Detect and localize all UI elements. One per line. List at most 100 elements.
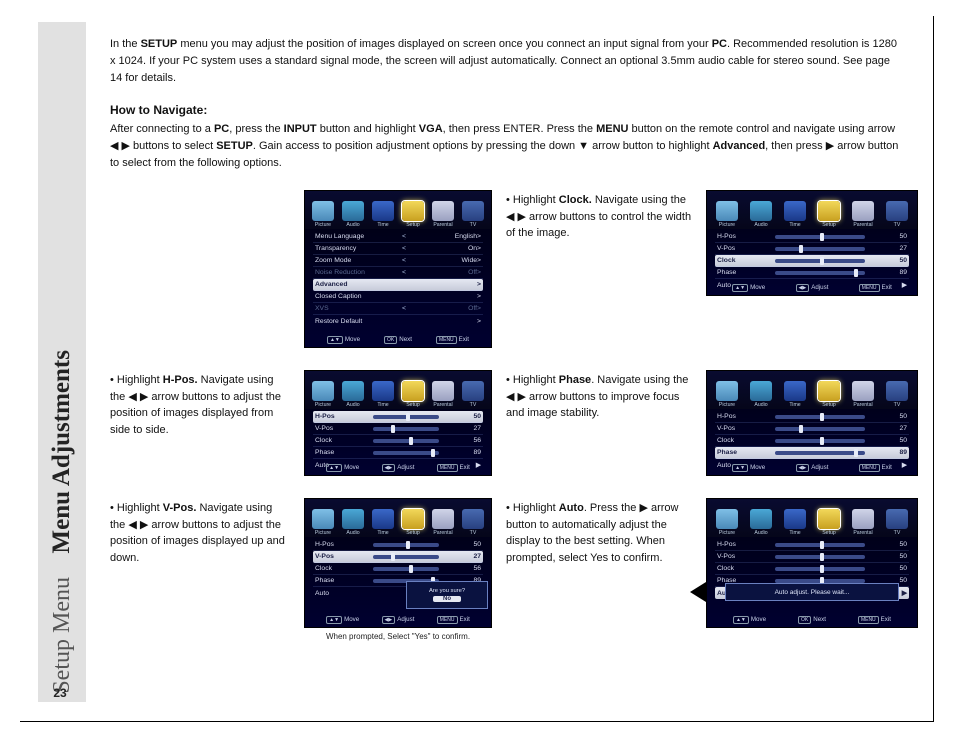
row-phase: Phase89: [313, 447, 483, 459]
osd-footer: ▲▼Move ◀▶Adjust MENUExit: [305, 461, 491, 473]
row-hpos: H-Pos50: [715, 411, 909, 423]
row-clock: Clock50: [715, 563, 909, 575]
tab-time: Time: [779, 503, 811, 537]
tab-tv: TV: [459, 375, 487, 409]
tab-picture: Picture: [711, 503, 743, 537]
osd-tabs: Picture Audio Time Setup Parental TV: [305, 499, 491, 537]
osd-vpos-wrapper: Picture Audio Time Setup Parental TV H-P…: [304, 498, 492, 641]
tab-parental: Parental: [429, 375, 457, 409]
tab-audio: Audio: [745, 375, 777, 409]
intro-paragraph: In the SETUP menu you may adjust the pos…: [110, 36, 924, 87]
osd-vpos: Picture Audio Time Setup Parental TV H-P…: [304, 498, 492, 628]
sidebar: Menu Adjustments Setup Menu: [38, 22, 86, 702]
osd-tabs: Picture Audio Time Setup Parental TV: [305, 371, 491, 409]
osd-setup-menu: Picture Audio Time Setup Parental TV Men…: [304, 190, 492, 348]
osd-clock: Picture Audio Time Setup Parental TV H-P…: [706, 190, 918, 296]
row-vpos: V-Pos27: [715, 243, 909, 255]
osd-tabs: Picture Audio Time Setup Parental TV: [305, 191, 491, 229]
navigate-paragraph: After connecting to a PC, press the INPU…: [110, 121, 924, 172]
tab-time: Time: [779, 195, 811, 229]
tab-setup: Setup: [399, 503, 427, 537]
row-phase: Phase89: [715, 447, 909, 459]
row-closed-caption: Closed Caption>: [313, 291, 483, 303]
tab-setup: Setup: [813, 503, 845, 537]
tab-parental: Parental: [847, 503, 879, 537]
osd-tabs: Picture Audio Time Setup Parental TV: [707, 371, 917, 409]
tab-setup: Setup: [399, 375, 427, 409]
row-restore-default: Restore Default>: [313, 315, 483, 327]
osd-tabs: Picture Audio Time Setup Parental TV: [707, 499, 917, 537]
confirm-prompt: Are you sure? No: [406, 581, 488, 609]
osd-footer: ▲▼Move ◀▶Adjust MENUExit: [707, 461, 917, 473]
osd-setup-rows: Menu Language<English> Transparency<On> …: [305, 229, 491, 329]
row-hpos: H-Pos50: [715, 539, 909, 551]
how-to-navigate-heading: How to Navigate:: [110, 103, 924, 117]
osd-footer: ▲▼Move ◀▶Adjust MENUExit: [707, 281, 917, 293]
tab-tv: TV: [881, 195, 913, 229]
row-hpos: H-Pos50: [715, 231, 909, 243]
row-clock: Clock56: [313, 563, 483, 575]
row-zoom-mode: Zoom Mode<Wide>: [313, 255, 483, 267]
row-phase: Phase89: [715, 267, 909, 279]
desc-clock: • Highlight Clock. Navigate using the ◀ …: [506, 190, 692, 348]
row-noise-reduction: Noise Reduction<Off>: [313, 267, 483, 279]
prompt-caption: When prompted, Select "Yes" to confirm.: [304, 632, 492, 641]
row-menu-language: Menu Language<English>: [313, 231, 483, 243]
desc-hpos: • Highlight H-Pos. Navigate using the ◀ …: [110, 370, 290, 476]
tab-tv: TV: [881, 503, 913, 537]
prompt-answer: No: [433, 596, 461, 602]
sidebar-title-menu-adjustments: Menu Adjustments: [48, 350, 76, 554]
tab-time: Time: [369, 503, 397, 537]
tab-audio: Audio: [339, 195, 367, 229]
slider-phase: [775, 271, 865, 275]
tab-picture: Picture: [309, 195, 337, 229]
tab-tv: TV: [881, 375, 913, 409]
tab-picture: Picture: [309, 375, 337, 409]
sidebar-title-setup-menu: Setup Menu: [49, 577, 76, 694]
slider-clock: [775, 259, 865, 263]
tab-audio: Audio: [745, 503, 777, 537]
tab-setup: Setup: [399, 195, 427, 229]
row-hpos: H-Pos50: [313, 539, 483, 551]
row-advanced: Advanced>: [313, 279, 483, 291]
tab-time: Time: [369, 375, 397, 409]
tab-picture: Picture: [309, 503, 337, 537]
osd-hpos: Picture Audio Time Setup Parental TV H-P…: [304, 370, 492, 476]
content: In the SETUP menu you may adjust the pos…: [110, 36, 924, 641]
tab-parental: Parental: [429, 195, 457, 229]
tab-picture: Picture: [711, 375, 743, 409]
row-clock: Clock56: [313, 435, 483, 447]
tab-setup: Setup: [813, 375, 845, 409]
osd-tabs: Picture Audio Time Setup Parental TV: [707, 191, 917, 229]
row-vpos: V-Pos27: [313, 423, 483, 435]
desc-phase: • Highlight Phase. Navigate using the ◀ …: [506, 370, 692, 476]
row-transparency: Transparency<On>: [313, 243, 483, 255]
slider-hpos: [775, 235, 865, 239]
row-clock: Clock50: [715, 255, 909, 267]
tab-audio: Audio: [339, 375, 367, 409]
desc-auto: • Highlight Auto. Press the ▶ arrow butt…: [506, 498, 692, 641]
osd-footer: ▲▼Move OKNext MENUExit: [707, 613, 917, 625]
osd-phase: Picture Audio Time Setup Parental TV H-P…: [706, 370, 918, 476]
tab-tv: TV: [459, 503, 487, 537]
tab-parental: Parental: [847, 195, 879, 229]
slider-vpos: [775, 247, 865, 251]
row-vpos: V-Pos27: [313, 551, 483, 563]
row-hpos: H-Pos50: [313, 411, 483, 423]
tab-picture: Picture: [711, 195, 743, 229]
row-xvs: XVS<Off>: [313, 303, 483, 315]
tab-audio: Audio: [745, 195, 777, 229]
osd-footer: ▲▼Move OKNext MENUExit: [305, 333, 491, 345]
osd-auto: Picture Audio Time Setup Parental TV H-P…: [706, 498, 918, 628]
tab-tv: TV: [459, 195, 487, 229]
tab-parental: Parental: [847, 375, 879, 409]
row-vpos: V-Pos27: [715, 423, 909, 435]
tab-audio: Audio: [339, 503, 367, 537]
auto-wait-message: Auto adjust. Please wait...: [725, 583, 899, 601]
prompt-question: Are you sure?: [429, 588, 465, 594]
tab-time: Time: [369, 195, 397, 229]
tab-setup: Setup: [813, 195, 845, 229]
row-clock: Clock50: [715, 435, 909, 447]
osd-footer: ▲▼Move ◀▶Adjust MENUExit: [305, 613, 491, 625]
tab-parental: Parental: [429, 503, 457, 537]
